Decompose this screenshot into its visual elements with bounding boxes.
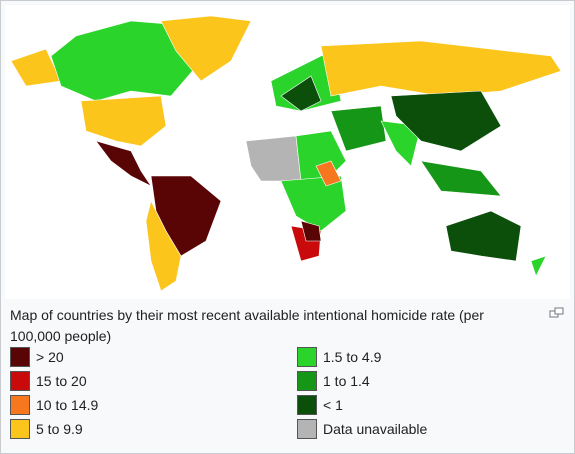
legend-label: 10 to 14.9 — [36, 397, 99, 413]
legend-entry: > 20 — [10, 347, 64, 367]
legend-label: 5 to 9.9 — [36, 421, 83, 437]
legend-entry: 10 to 14.9 — [10, 395, 98, 415]
country — [420, 160, 502, 197]
legend-label: > 20 — [36, 349, 64, 365]
country — [245, 135, 302, 182]
legend-entry: < 1 — [297, 395, 343, 415]
legend-entry: 1.5 to 4.9 — [297, 347, 381, 367]
country — [330, 105, 387, 152]
legend-swatch — [10, 419, 30, 439]
legend-swatch — [10, 395, 30, 415]
legend-swatch — [10, 347, 30, 367]
legend-label: Data unavailable — [323, 421, 428, 437]
country — [280, 75, 322, 112]
legend-swatch — [297, 395, 317, 415]
country — [280, 175, 347, 232]
country — [95, 140, 152, 187]
country — [390, 90, 502, 152]
legend-swatch — [297, 371, 317, 391]
expand-icon[interactable] — [549, 307, 565, 319]
country — [530, 255, 547, 277]
legend-entry: 15 to 20 — [10, 371, 87, 391]
legend-entry: Data unavailable — [297, 419, 427, 439]
legend-entry: 1 to 1.4 — [297, 371, 370, 391]
legend-label: 15 to 20 — [36, 373, 87, 389]
legend-swatch — [297, 347, 317, 367]
country — [50, 20, 202, 102]
world-map — [5, 5, 570, 299]
country — [315, 160, 342, 187]
legend-label: 1.5 to 4.9 — [323, 349, 382, 365]
legend-label: < 1 — [323, 397, 343, 413]
country — [145, 200, 182, 292]
legend-label: 1 to 1.4 — [323, 373, 370, 389]
country — [445, 210, 522, 262]
caption: Map of countries by their most recent av… — [10, 307, 484, 344]
legend-swatch — [10, 371, 30, 391]
country — [160, 15, 252, 82]
country — [300, 220, 322, 242]
country — [320, 40, 562, 97]
legend-swatch — [297, 419, 317, 439]
legend-entry: 5 to 9.9 — [10, 419, 83, 439]
country — [80, 95, 167, 147]
